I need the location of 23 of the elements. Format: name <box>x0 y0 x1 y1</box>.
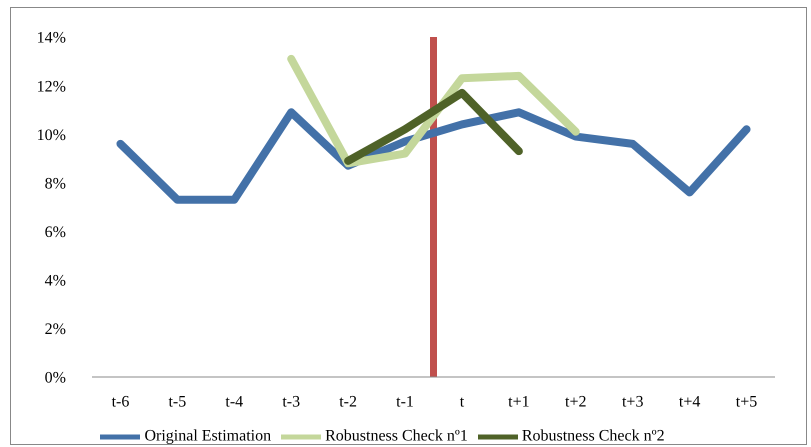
y-tick-label: 4% <box>44 272 66 290</box>
x-tick-label: t+1 <box>508 393 530 410</box>
x-tick-label: t+2 <box>565 393 587 410</box>
y-tick-label: 14% <box>36 30 66 47</box>
y-tick-label: 10% <box>36 126 66 144</box>
x-tick-label: t+3 <box>622 393 644 410</box>
legend-label: Robustness Check nº2 <box>522 428 665 445</box>
x-tick-label: t <box>460 393 465 410</box>
x-tick-label: t-4 <box>225 393 244 410</box>
legend-label: Robustness Check nº1 <box>325 428 468 445</box>
x-tick-label: t-6 <box>112 393 130 410</box>
y-tick-label: 0% <box>44 370 66 387</box>
x-tick-label: t+4 <box>678 393 700 410</box>
x-tick-label: t+5 <box>736 393 758 410</box>
x-tick-label: t-1 <box>396 393 414 410</box>
x-tick-label: t-5 <box>168 393 186 410</box>
y-tick-label: 6% <box>44 224 66 241</box>
x-tick-label: t-2 <box>339 393 358 410</box>
x-tick-label: t-3 <box>282 393 300 410</box>
y-tick-label: 2% <box>44 321 66 338</box>
y-tick-label: 12% <box>36 78 66 96</box>
legend-label: Original Estimation <box>144 428 272 445</box>
y-tick-label: 8% <box>44 175 66 192</box>
